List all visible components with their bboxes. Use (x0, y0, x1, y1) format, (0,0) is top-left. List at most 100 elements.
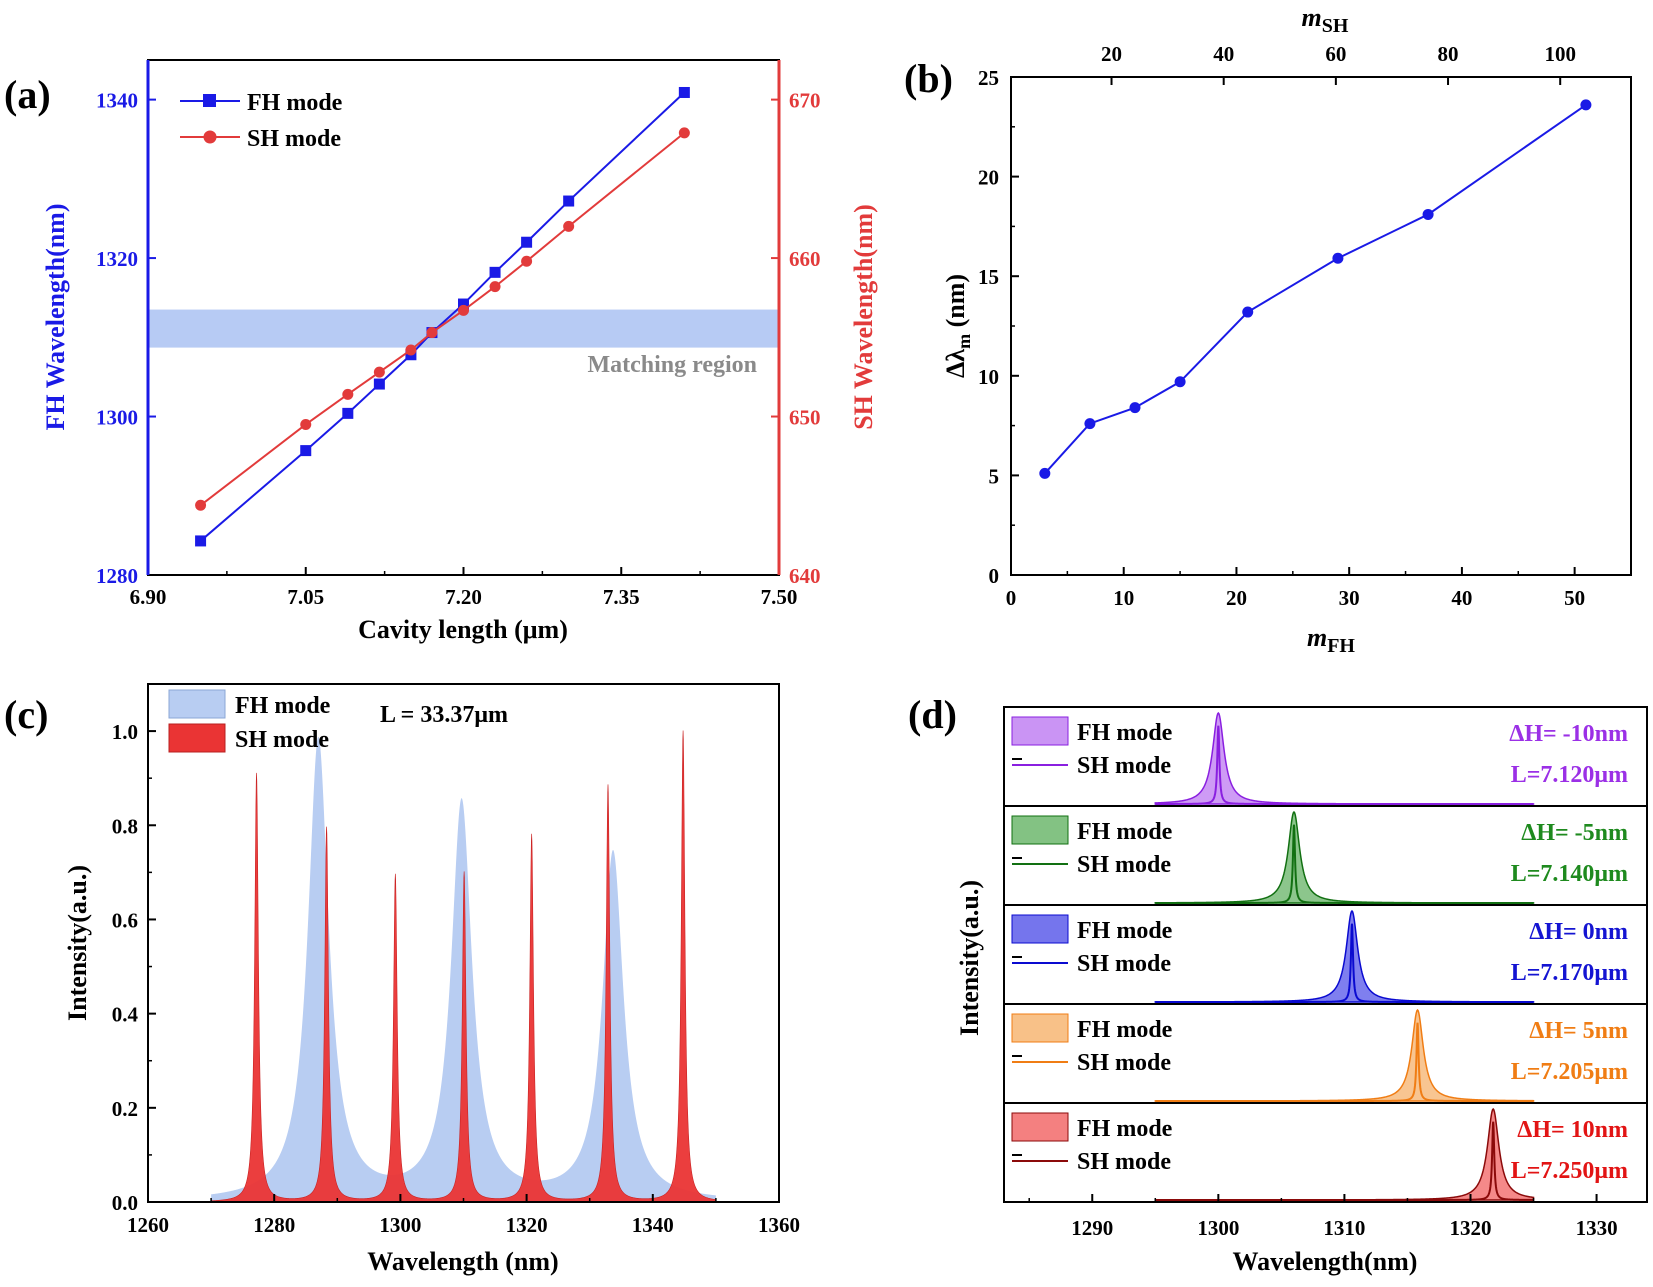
panel-c-frame (147, 683, 780, 1203)
a-fh-point (458, 298, 469, 310)
panel-c-xlabel: Wavelength (nm) (367, 1247, 558, 1276)
c-ytick-label: 1.0 (112, 720, 138, 744)
d-subplot: FH mode SH mode ΔH= 10nm L=7.250μm (1004, 1102, 1647, 1201)
panel-b-xlabel-top-sub: SH (1322, 15, 1349, 37)
panel-a-label: (a) (4, 72, 51, 117)
panel-b-ticks: 0 10 20 30 40 50 0 5 10 15 20 25 20 40 60 80 100 (978, 42, 1585, 610)
b-xtick-label: 50 (1564, 586, 1585, 610)
d-length-annotation: L=7.170μm (1511, 960, 1628, 986)
c-ytick-label: 0.0 (112, 1191, 138, 1215)
a-sh-point (300, 418, 312, 430)
panel-b-frame (1010, 76, 1632, 576)
d-fh-spectrum (1154, 909, 1535, 1003)
panel-d-xlabel: Wavelength(nm) (1233, 1247, 1418, 1276)
d-legend-fh-label: FH mode (1077, 720, 1173, 746)
panel-b-xlabel-top: mSH (1302, 3, 1349, 37)
a-fh-point (563, 195, 575, 207)
d-length-annotation: L=7.120μm (1511, 762, 1628, 788)
b-series-line (1044, 104, 1587, 475)
d-delta-annotation: ΔH= 0nm (1529, 919, 1628, 945)
panel-b-label: (b) (904, 56, 953, 101)
d-fh-spectrum (1154, 1008, 1535, 1102)
panel-b-xlabel: mFH (1307, 623, 1355, 657)
a-fh-point (300, 445, 312, 457)
d-legend-fh-swatch (1011, 815, 1069, 845)
d-legend-sh-label: SH mode (1077, 951, 1171, 977)
legend-sh-marker (203, 130, 217, 144)
panel-b-xlabel-m: m (1307, 623, 1327, 652)
c-ytick-label: 0.8 (112, 814, 138, 838)
b-xtick-label: 0 (1006, 586, 1017, 610)
d-legend-fh-swatch (1011, 716, 1069, 746)
legend-fh-label: FH mode (247, 90, 343, 116)
d-fh-spectrum (1154, 810, 1535, 904)
b-xtick-label: 20 (1226, 586, 1247, 610)
d-xtick-label: 1300 (1197, 1216, 1239, 1240)
b-ytick-label: 10 (978, 365, 999, 389)
a-xtick-label: 7.05 (287, 585, 324, 609)
a-ytick-right-label: 640 (789, 564, 821, 588)
a-xtick-label: 7.50 (761, 585, 798, 609)
panel-c-ticks: 1260 1280 1300 1320 1340 1360 0.0 0.2 0.4 0.6 0.8 1… (112, 683, 800, 1237)
d-delta-annotation: ΔH= -5nm (1521, 820, 1628, 846)
panel-b-ylabel-main: Δλ (941, 349, 970, 378)
legend-sh-label: SH mode (235, 727, 329, 753)
b-point (1242, 306, 1254, 318)
a-fh-point (521, 236, 533, 248)
d-legend-fh-swatch (1011, 1013, 1069, 1043)
a-fh-point (678, 86, 690, 98)
d-length-annotation: L=7.140μm (1511, 861, 1628, 887)
a-sh-point (426, 327, 438, 339)
panel-c-areas (210, 730, 717, 1203)
panel-d-ylabel: Intensity(a.u.) (955, 880, 984, 1036)
legend-fh-marker (203, 94, 216, 107)
b-ytick-label: 5 (989, 464, 1000, 488)
panel-c-label: (c) (4, 692, 48, 737)
b-ytick-label: 20 (978, 166, 999, 190)
d-sh-spectrum (1155, 725, 1534, 805)
b-point (1039, 467, 1051, 479)
b-xtick-label: 30 (1339, 586, 1360, 610)
b-xtop-tick-label: 20 (1101, 42, 1122, 66)
d-fh-spectrum (1154, 1107, 1535, 1201)
a-sh-point (563, 220, 575, 232)
b-point (1580, 99, 1592, 111)
legend-sh-label: SH mode (247, 126, 341, 152)
c-ytick-label: 0.6 (112, 908, 138, 932)
a-xtick-label: 7.35 (603, 585, 640, 609)
a-fh-point (342, 407, 354, 419)
c-ytick-label: 0.2 (112, 1097, 138, 1121)
legend-fh-swatch (168, 689, 226, 719)
d-subplot: FH mode SH mode ΔH= -5nm L=7.140μm (1004, 805, 1647, 904)
b-xtick-label: 10 (1113, 586, 1134, 610)
d-legend-fh-label: FH mode (1077, 819, 1173, 845)
panel-d-ticks: 1290 1300 1310 1320 1330 (1028, 1194, 1618, 1240)
panel-a: (a) Matching region 6.90 7.05 7.20 7.35 7.50… (4, 59, 878, 644)
panel-c-legend: FH mode SH mode (168, 689, 331, 753)
a-sh-point (405, 344, 417, 356)
b-ytick-label: 25 (978, 66, 999, 90)
c-xtick-label: 1360 (758, 1213, 800, 1237)
d-legend-fh-swatch (1011, 914, 1069, 944)
d-length-annotation: L=7.205μm (1511, 1059, 1628, 1085)
c-xtick-label: 1320 (506, 1213, 548, 1237)
a-sh-point (342, 388, 354, 400)
panel-b-xlabel-sub: FH (1327, 635, 1355, 657)
panel-d-frame (1003, 706, 1648, 1203)
a-ytick-right-label: 670 (789, 89, 821, 113)
panel-b-ylabel-sub: m (954, 334, 974, 349)
c-sh-spectrum (210, 730, 717, 1203)
a-xtick-label: 7.20 (445, 585, 482, 609)
a-sh-point (373, 366, 385, 378)
b-xtick-label: 40 (1451, 586, 1472, 610)
panel-b-xlabel-top-m: m (1302, 3, 1322, 32)
b-point (1129, 402, 1141, 414)
c-xtick-label: 1300 (379, 1213, 421, 1237)
d-legend-sh-label: SH mode (1077, 1050, 1171, 1076)
panel-b-ylabel-unit: (nm) (941, 274, 970, 334)
d-length-annotation: L=7.250μm (1511, 1158, 1628, 1184)
b-xtop-tick-label: 60 (1325, 42, 1346, 66)
a-fh-point (489, 266, 501, 278)
a-sh-point (195, 499, 207, 511)
